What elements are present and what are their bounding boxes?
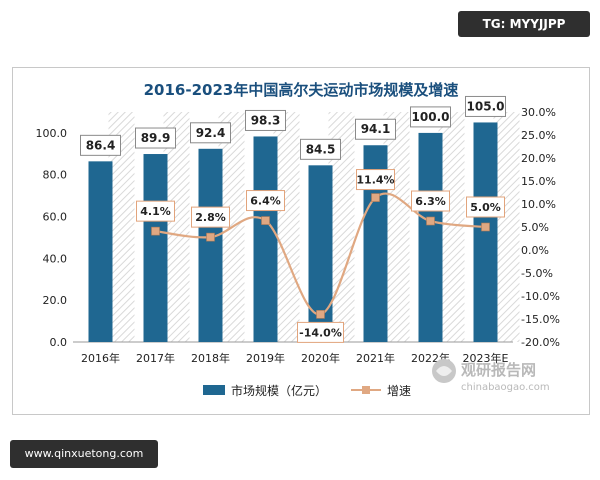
growth-label-box [246, 190, 285, 212]
bar-value-label: 86.4 [86, 138, 116, 152]
bar-value-label: 94.1 [361, 122, 391, 136]
growth-marker [206, 232, 215, 242]
right-axis: -20.0% -15.0% -10.0% -5.0% 0.0% 5.0% 10.0% 15.0… [521, 106, 560, 349]
growth-value-label: 4.1% [140, 205, 171, 218]
hatch-column [493, 112, 520, 342]
growth-marker [481, 222, 490, 232]
left-tick-label: 100.0 [36, 127, 68, 140]
right-tick-label: 30.0% [521, 106, 556, 119]
hatch-column [383, 112, 410, 342]
hatch-column [438, 112, 465, 342]
x-tick-label: 2021年 [356, 351, 395, 365]
left-axis: 0.0 20.0 40.0 60.0 80.0 100.0 [36, 127, 68, 349]
growth-value-label: -14.0% [299, 326, 342, 339]
bar [473, 122, 498, 342]
chart-title: 2016-2023年中国高尔夫运动市场规模及增速 [144, 81, 459, 99]
bar-value-label: 100.0 [412, 110, 450, 124]
bar-value-label: 105.0 [467, 99, 505, 113]
right-tick-label: 5.0% [521, 221, 549, 234]
bar [253, 136, 278, 342]
telegram-badge: TG: MYYJJPP [458, 11, 590, 37]
right-tick-label: -15.0% [521, 313, 560, 326]
growth-label-box [466, 196, 505, 218]
growth-value-label: 2.8% [195, 211, 226, 224]
bar [143, 154, 168, 342]
left-tick-label: 0.0 [50, 336, 68, 349]
bar-label-box [190, 122, 231, 144]
bar-value-label: 98.3 [251, 113, 281, 127]
bar-value-label: 89.9 [141, 131, 171, 145]
bar-labels: 86.4 89.9 92.4 98.3 84.5 94.1 100.0 105.0 [80, 95, 506, 160]
legend-line-marker [362, 386, 370, 394]
growth-label-box [191, 206, 230, 228]
growth-marker [316, 310, 325, 319]
x-tick-label: 2023年E [463, 351, 509, 365]
chart-frame: 2016-2023年中国高尔夫运动市场规模及增速 0.0 20.0 40.0 60.0… [12, 67, 590, 415]
bar-label-box [300, 138, 341, 160]
growth-value-label: 11.4% [356, 174, 394, 187]
x-tick-label: 2020年 [301, 351, 340, 365]
right-tick-label: 25.0% [521, 129, 556, 142]
growth-label-box [411, 190, 450, 212]
right-tick-label: 0.0% [521, 244, 549, 257]
right-tick-label: -20.0% [521, 336, 560, 349]
growth-label-box [297, 321, 344, 343]
hatch-column [273, 112, 300, 342]
growth-marker [151, 226, 160, 236]
growth-label-box [356, 169, 395, 191]
x-tick-label: 2017年 [136, 351, 175, 365]
bar [198, 148, 223, 342]
bar-value-label: 92.4 [196, 126, 226, 140]
growth-marker [371, 193, 380, 202]
hatch-column [163, 112, 190, 342]
growth-value-label: 5.0% [470, 201, 501, 214]
left-tick-label: 40.0 [43, 252, 68, 265]
growth-label-box [136, 200, 175, 222]
left-tick-label: 80.0 [43, 169, 68, 182]
chart-svg: 2016-2023年中国高尔夫运动市场规模及增速 0.0 20.0 40.0 60.0… [36, 81, 560, 398]
right-tick-label: -10.0% [521, 290, 560, 303]
growth-labels: 4.1% 2.8% 6.4% -14.0% 11.4% 6.3% 5.0% [136, 169, 505, 343]
bar-series [88, 122, 498, 342]
right-tick-label: 15.0% [521, 175, 556, 188]
legend: 市场规模（亿元） 增速 [203, 383, 411, 398]
bar-value-label: 84.5 [306, 142, 336, 156]
right-tick-label: -5.0% [521, 267, 553, 280]
right-tick-label: 10.0% [521, 198, 556, 211]
watermark-url: chinabaogao.com [461, 382, 550, 393]
legend-bar-swatch [203, 385, 225, 395]
right-tick-label: 20.0% [521, 152, 556, 165]
bar-label-box [80, 134, 121, 156]
bar-label-box [465, 95, 506, 117]
growth-marker [426, 216, 435, 226]
growth-value-label: 6.3% [415, 195, 446, 208]
bar [88, 161, 113, 342]
bar-label-box [355, 118, 396, 140]
x-tick-label: 2018年 [191, 351, 230, 365]
website-badge: www.qinxuetong.com [10, 440, 158, 468]
x-tick-label: 2019年 [246, 351, 285, 365]
hatch-layer [108, 112, 520, 342]
watermark-logo-swirl [436, 366, 452, 376]
bar-label-box [245, 109, 286, 131]
growth-line-series [151, 192, 490, 319]
bar [418, 132, 443, 342]
bar-label-box [410, 106, 451, 128]
left-tick-label: 60.0 [43, 211, 68, 224]
legend-bar-label: 市场规模（亿元） [231, 383, 327, 398]
x-tick-label: 2016年 [81, 351, 120, 365]
watermark-brand: 观研报告网 [461, 361, 536, 379]
bar-label-box [135, 127, 176, 149]
legend-line-label: 增速 [387, 384, 411, 398]
left-tick-label: 20.0 [43, 294, 68, 307]
growth-value-label: 6.4% [250, 195, 281, 208]
growth-marker [261, 216, 270, 225]
watermark: 观研报告网 chinabaogao.com [432, 359, 550, 393]
